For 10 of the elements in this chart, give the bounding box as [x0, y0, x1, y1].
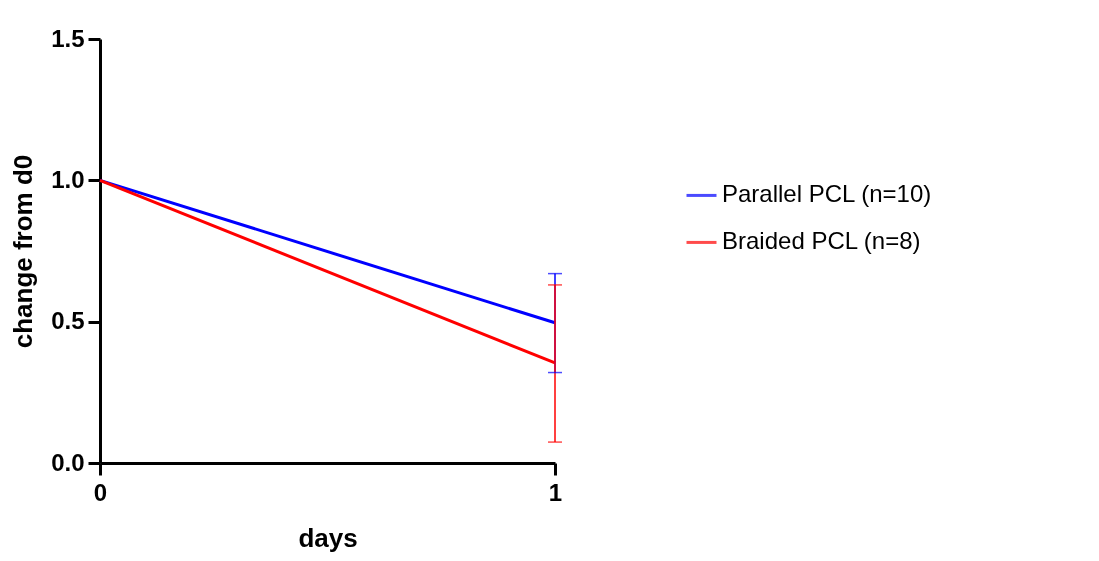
y-tick-label: 1.0 [51, 165, 85, 193]
legend-label: Braided PCL (n=8) [722, 227, 921, 255]
x-tick-label: 1 [548, 478, 563, 506]
x-tick-label: 0 [93, 478, 108, 506]
y-tick-label: 0.0 [51, 448, 85, 476]
y-tick-label: 1.5 [51, 24, 85, 52]
y-axis-title: change from d0 [8, 154, 39, 349]
x-axis-title: days [298, 522, 358, 553]
y-tick-label: 0.5 [51, 307, 85, 335]
legend-label: Parallel PCL (n=10) [722, 180, 932, 208]
